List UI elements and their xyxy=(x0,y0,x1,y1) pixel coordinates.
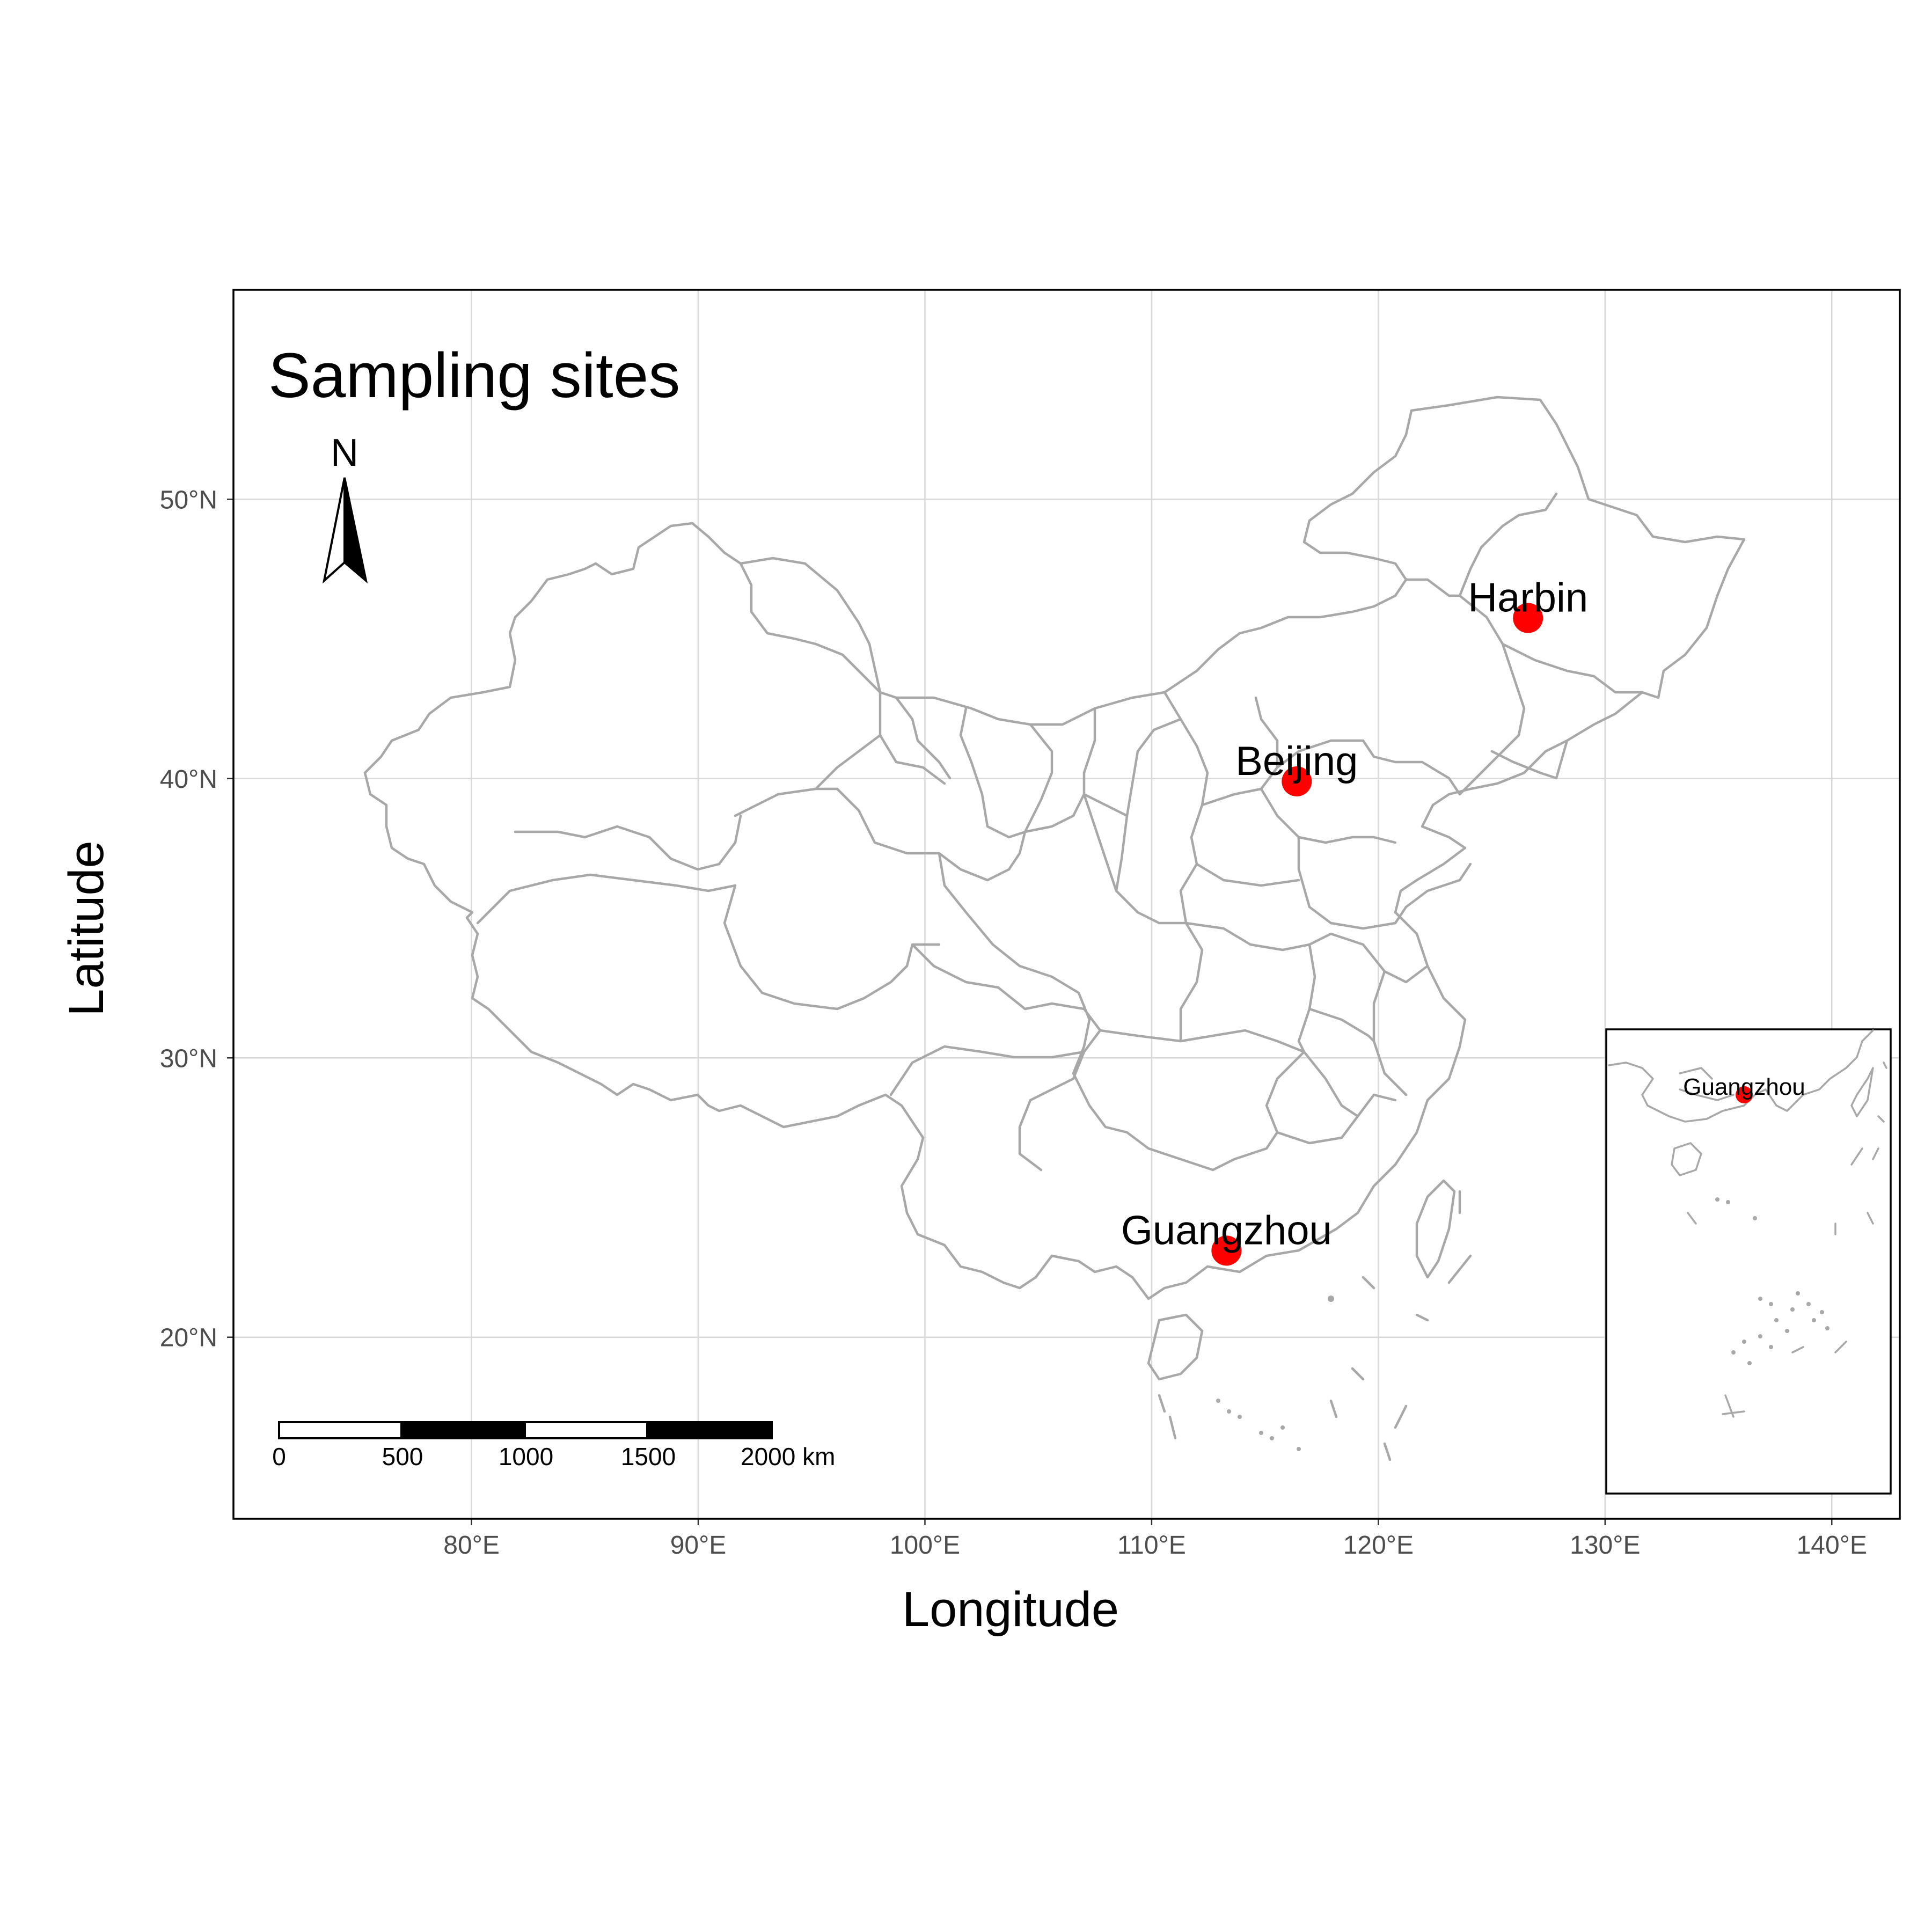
x-axis-title: Longitude xyxy=(902,1582,1119,1637)
national-outline xyxy=(363,396,1746,1300)
x-tick-label: 110°E xyxy=(1117,1531,1186,1560)
y-tick-label: 30°N xyxy=(160,1044,217,1073)
scale-bar-segment-1 xyxy=(278,1421,402,1439)
x-tick-label: 100°E xyxy=(890,1531,960,1560)
scs-islands xyxy=(1216,1296,1334,1451)
inset-frame xyxy=(1605,1028,1892,1495)
inset-map: Guangzhou xyxy=(1605,1028,1892,1495)
map-panel-border xyxy=(232,289,1901,1520)
inset-site-marker xyxy=(1736,1086,1753,1103)
site-label-harbin: Harbin xyxy=(1468,575,1588,621)
x-tick-label: 140°E xyxy=(1797,1531,1867,1560)
site-label-guangzhou: Guangzhou xyxy=(1121,1208,1332,1253)
y-axis-title: Latitude xyxy=(59,840,114,1016)
north-arrow: N xyxy=(322,431,368,584)
x-tick-label: 90°E xyxy=(670,1531,727,1560)
site-marker-harbin xyxy=(1513,603,1543,633)
north-arrow-label: N xyxy=(331,431,358,474)
scs-dashes xyxy=(1158,1190,1472,1461)
x-tick-label: 80°E xyxy=(443,1531,500,1560)
province-borders xyxy=(476,492,1644,1172)
y-tick-label: 20°N xyxy=(160,1324,217,1352)
scale-label-0: 0 xyxy=(272,1443,286,1470)
scale-label-500: 500 xyxy=(382,1443,423,1470)
scale-label-2000-km: 2000 km xyxy=(741,1443,835,1470)
y-tick-label: 50°N xyxy=(160,486,217,514)
y-tick-label: 40°N xyxy=(160,765,217,794)
hainan-outline xyxy=(1147,1313,1204,1381)
site-marker-beijing xyxy=(1282,766,1312,796)
scale-bar-segment-2 xyxy=(400,1421,526,1439)
inset-islands xyxy=(1715,1197,1829,1365)
scale-bar-segment-3 xyxy=(524,1421,648,1439)
scale-label-1500: 1500 xyxy=(621,1443,676,1470)
north-arrow-right-half xyxy=(343,477,368,584)
map-title: Sampling sites xyxy=(268,340,680,411)
sampling-sites: Harbin Beijing Guangzhou xyxy=(1121,575,1588,1266)
taiwan-outline xyxy=(1415,1179,1456,1279)
x-tick-label: 120°E xyxy=(1343,1531,1414,1560)
site-label-beijing: Beijing xyxy=(1235,738,1358,784)
scale-bar: 0 500 1000 1500 2000 km xyxy=(272,1421,835,1470)
china-borders xyxy=(363,396,1746,1461)
scale-bar-segment-4 xyxy=(646,1421,773,1439)
x-tick-label: 130°E xyxy=(1570,1531,1640,1560)
inset-site-label: Guangzhou xyxy=(1683,1074,1805,1100)
scale-label-1000: 1000 xyxy=(499,1443,553,1470)
site-marker-guangzhou xyxy=(1211,1235,1242,1266)
inset-dashes xyxy=(1687,1147,1874,1418)
